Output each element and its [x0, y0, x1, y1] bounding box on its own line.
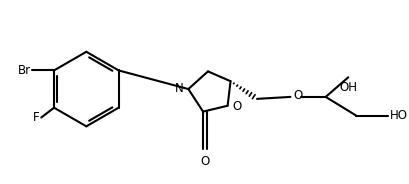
Text: O: O: [293, 89, 303, 102]
Text: O: O: [200, 155, 209, 168]
Text: OH: OH: [339, 81, 357, 94]
Text: Br: Br: [17, 64, 31, 77]
Text: HO: HO: [389, 109, 407, 122]
Text: O: O: [232, 100, 242, 113]
Text: F: F: [33, 111, 39, 124]
Text: N: N: [175, 82, 184, 95]
